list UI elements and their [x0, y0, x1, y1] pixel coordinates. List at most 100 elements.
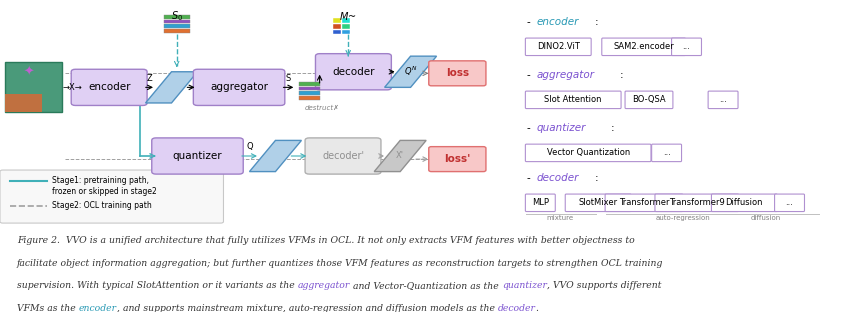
- Text: Figure 2.  VVO is a unified architecture that fully utilizes VFMs in OCL. It not: Figure 2. VVO is a unified architecture …: [17, 236, 635, 245]
- Text: quantizer: quantizer: [537, 123, 585, 133]
- Text: -: -: [527, 17, 530, 27]
- Text: , and supports mainstream mixture, auto-regression and diffusion models as the: , and supports mainstream mixture, auto-…: [117, 304, 498, 312]
- FancyBboxPatch shape: [315, 54, 391, 90]
- FancyBboxPatch shape: [152, 138, 243, 174]
- Bar: [299, 91, 320, 95]
- Polygon shape: [250, 140, 302, 172]
- Text: Vector Quantization: Vector Quantization: [546, 149, 630, 157]
- Text: Q: Q: [246, 142, 253, 151]
- Text: loss': loss': [444, 154, 470, 164]
- Bar: [299, 87, 320, 90]
- Bar: [332, 18, 341, 23]
- FancyBboxPatch shape: [526, 194, 556, 212]
- Text: :: :: [611, 123, 615, 133]
- Text: diffusion: diffusion: [751, 215, 780, 222]
- Text: MLP: MLP: [532, 198, 549, 207]
- Bar: [332, 30, 341, 34]
- FancyBboxPatch shape: [605, 194, 682, 212]
- Text: ...: ...: [682, 42, 690, 51]
- Text: ✦: ✦: [23, 65, 34, 78]
- FancyBboxPatch shape: [602, 38, 686, 56]
- Text: decoder: decoder: [537, 173, 579, 183]
- FancyBboxPatch shape: [625, 91, 673, 109]
- Text: loss: loss: [446, 68, 469, 78]
- Text: Diffusion: Diffusion: [726, 198, 763, 207]
- Polygon shape: [374, 140, 426, 172]
- Text: decoder: decoder: [498, 304, 536, 312]
- Text: SAM2.encoder: SAM2.encoder: [613, 42, 674, 51]
- FancyBboxPatch shape: [708, 91, 738, 109]
- Text: destruct✗: destruct✗: [305, 105, 340, 111]
- FancyBboxPatch shape: [429, 61, 486, 86]
- Text: :: :: [595, 173, 598, 183]
- Text: Stage1: pretraining path,: Stage1: pretraining path,: [52, 177, 149, 185]
- Text: Z: Z: [147, 74, 153, 83]
- Text: Transformer: Transformer: [619, 198, 669, 207]
- FancyBboxPatch shape: [5, 62, 62, 112]
- Bar: [5, 94, 42, 112]
- Bar: [164, 15, 190, 19]
- Text: aggregator: aggregator: [210, 82, 268, 92]
- Polygon shape: [384, 56, 436, 87]
- Text: $Q^N$: $Q^N$: [404, 65, 417, 78]
- Text: facilitate object information aggregation; but further quantizes those VFM featu: facilitate object information aggregatio…: [17, 259, 664, 268]
- Text: mixture: mixture: [546, 215, 573, 222]
- Text: ...: ...: [663, 149, 671, 157]
- FancyBboxPatch shape: [72, 69, 147, 105]
- Bar: [164, 29, 190, 33]
- Text: encoder: encoder: [88, 82, 130, 92]
- Text: DINO2.ViT: DINO2.ViT: [537, 42, 579, 51]
- Text: ...: ...: [719, 95, 727, 104]
- Text: BO-QSA: BO-QSA: [632, 95, 665, 104]
- FancyBboxPatch shape: [305, 138, 381, 174]
- Text: VFMs as the: VFMs as the: [17, 304, 78, 312]
- Text: quantizer: quantizer: [173, 151, 222, 161]
- FancyBboxPatch shape: [526, 144, 651, 162]
- Text: X': X': [396, 152, 404, 160]
- Bar: [342, 18, 350, 23]
- Text: :: :: [595, 17, 598, 27]
- FancyBboxPatch shape: [526, 91, 621, 109]
- Bar: [342, 24, 350, 29]
- Text: aggregator: aggregator: [537, 70, 595, 80]
- Text: quantizer: quantizer: [502, 281, 547, 290]
- Text: encoder: encoder: [78, 304, 117, 312]
- Text: aggregator: aggregator: [298, 281, 350, 290]
- Text: ...: ...: [786, 198, 793, 207]
- FancyBboxPatch shape: [193, 69, 285, 105]
- FancyBboxPatch shape: [526, 38, 591, 56]
- Text: decoder': decoder': [322, 151, 364, 161]
- Bar: [342, 30, 350, 34]
- Text: , VVO supports different: , VVO supports different: [547, 281, 661, 290]
- FancyBboxPatch shape: [0, 170, 223, 223]
- FancyBboxPatch shape: [671, 38, 701, 56]
- Text: :: :: [619, 70, 623, 80]
- FancyBboxPatch shape: [711, 194, 777, 212]
- Text: SlotMixer: SlotMixer: [579, 198, 618, 207]
- Bar: [332, 24, 341, 29]
- Text: -: -: [527, 123, 530, 133]
- Polygon shape: [146, 72, 198, 103]
- Text: decoder: decoder: [332, 67, 375, 77]
- Text: Stage2: OCL training path: Stage2: OCL training path: [52, 202, 152, 210]
- Text: →X→: →X→: [62, 83, 82, 92]
- FancyBboxPatch shape: [652, 144, 682, 162]
- Text: supervision. With typical SlotAttention or it variants as the: supervision. With typical SlotAttention …: [17, 281, 298, 290]
- Bar: [164, 24, 190, 28]
- Bar: [164, 20, 190, 23]
- Text: -: -: [527, 70, 530, 80]
- Text: S: S: [285, 74, 291, 83]
- Text: frozen or skipped in stage2: frozen or skipped in stage2: [52, 188, 157, 196]
- Text: -: -: [527, 173, 530, 183]
- FancyBboxPatch shape: [655, 194, 739, 212]
- Bar: [299, 82, 320, 86]
- Text: and Vector-Quantization as the: and Vector-Quantization as the: [350, 281, 502, 290]
- Text: .: .: [536, 304, 538, 312]
- FancyBboxPatch shape: [429, 147, 486, 172]
- Bar: [299, 96, 320, 100]
- FancyBboxPatch shape: [565, 194, 631, 212]
- Text: auto-regression: auto-regression: [655, 215, 710, 222]
- FancyBboxPatch shape: [774, 194, 804, 212]
- Text: encoder: encoder: [537, 17, 579, 27]
- Text: $S_0$: $S_0$: [170, 9, 182, 22]
